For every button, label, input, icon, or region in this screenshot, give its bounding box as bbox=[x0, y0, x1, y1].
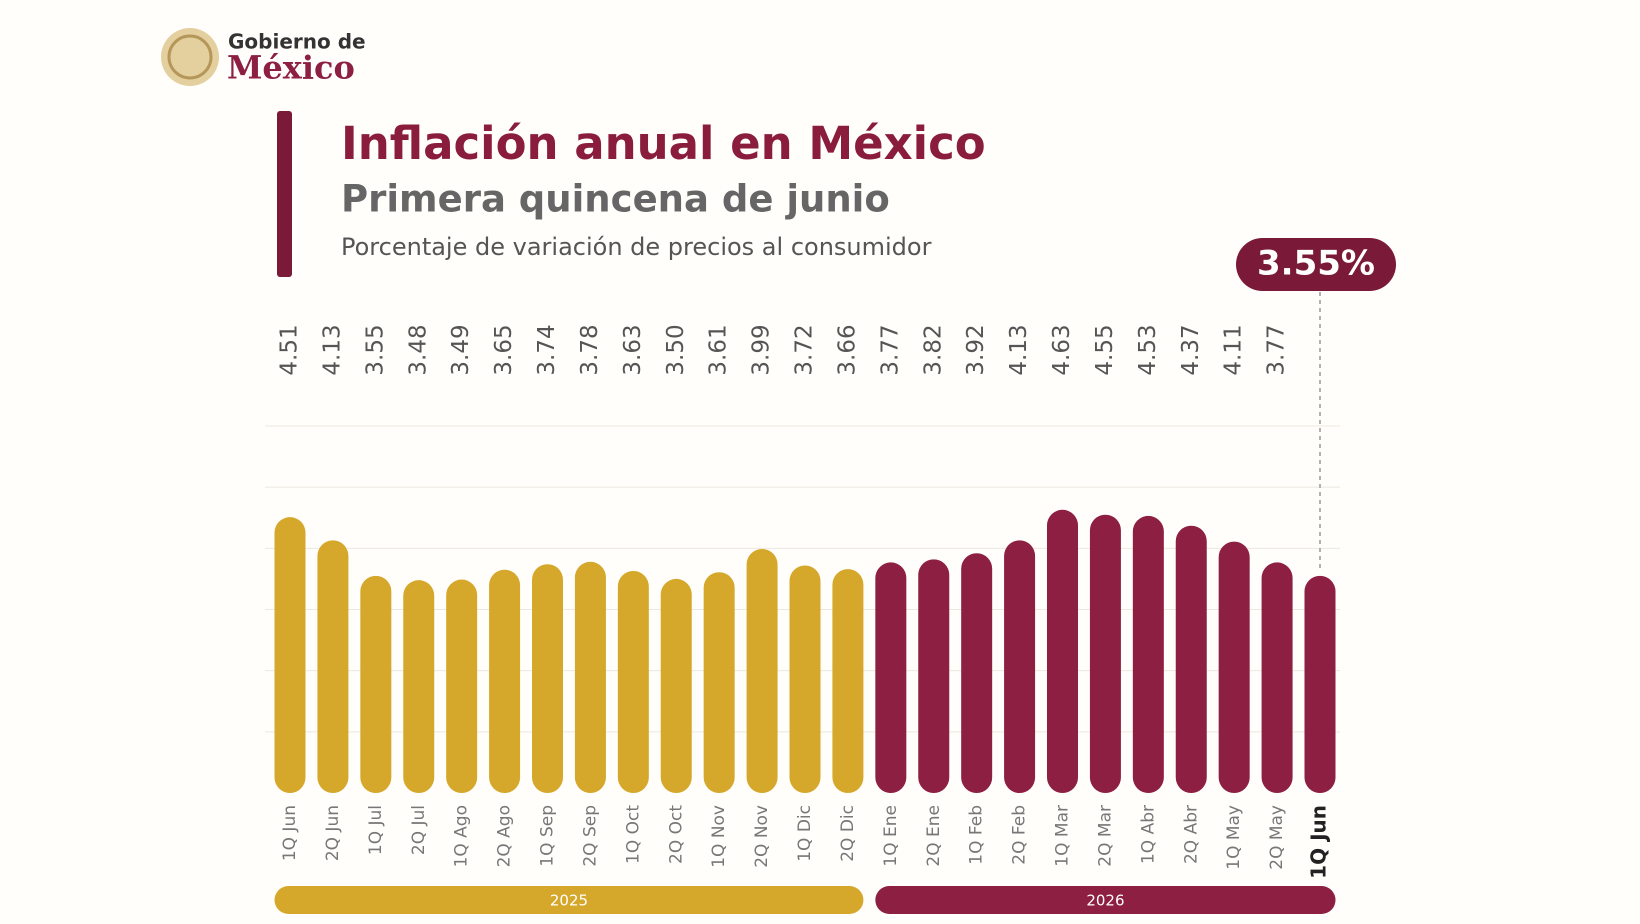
x-tick-label: 2Q Jun bbox=[323, 805, 343, 861]
value-label: 3.63 bbox=[620, 324, 646, 375]
bar bbox=[403, 580, 435, 793]
value-label: 4.11 bbox=[1221, 324, 1247, 375]
plot: 1Q Jun 2Q Jun 1Q Jul 2Q Jul 1Q Ago 2Q Ago 1Q S… bbox=[265, 238, 1396, 914]
bar bbox=[317, 540, 349, 793]
x-tick-label: 1Q Abr bbox=[1138, 805, 1158, 864]
x-tick-label: 1Q May bbox=[1224, 805, 1244, 870]
bar bbox=[1047, 509, 1078, 793]
value-label: 3.65 bbox=[491, 324, 517, 375]
x-tick-label: 1Q Dic bbox=[795, 805, 815, 862]
bar bbox=[703, 572, 735, 793]
bar bbox=[617, 570, 649, 793]
bar bbox=[360, 575, 392, 793]
x-tick-label: 1Q Ene bbox=[881, 805, 901, 867]
x-tick-label: 1Q Feb bbox=[967, 805, 987, 865]
x-tick-label: 1Q Oct bbox=[623, 805, 643, 864]
value-label: 3.49 bbox=[448, 324, 474, 375]
value-label: 3.77 bbox=[1264, 324, 1290, 375]
x-tick-label: 2Q Jul bbox=[409, 805, 429, 855]
value-label: 3.82 bbox=[920, 324, 946, 375]
logo-emblem-ring bbox=[167, 34, 213, 80]
x-tick-label: 1Q Sep bbox=[538, 805, 558, 867]
bar bbox=[961, 553, 993, 793]
value-label: 3.66 bbox=[834, 324, 860, 375]
title-accent bbox=[277, 111, 292, 277]
bar bbox=[1175, 525, 1207, 793]
x-tick-label: 2Q May bbox=[1267, 805, 1287, 870]
value-label: 3.48 bbox=[405, 324, 431, 375]
value-label: 3.55 bbox=[362, 324, 388, 375]
callout-pill bbox=[1236, 238, 1396, 291]
bar bbox=[446, 579, 478, 793]
value-label: 3.50 bbox=[663, 324, 689, 375]
period-band bbox=[875, 886, 1336, 914]
value-label: 3.99 bbox=[749, 324, 775, 375]
bar bbox=[1132, 515, 1164, 793]
x-tick-label: 1Q Nov bbox=[709, 805, 729, 868]
value-label: 3.92 bbox=[963, 324, 989, 375]
x-tick-label: 2Q Sep bbox=[580, 805, 600, 867]
logo-line2: México bbox=[227, 49, 355, 87]
value-label: 3.72 bbox=[792, 324, 818, 375]
bar bbox=[918, 559, 950, 793]
value-label: 4.37 bbox=[1178, 324, 1204, 375]
bar bbox=[1261, 562, 1293, 793]
x-tick-label: 2Q Mar bbox=[1095, 805, 1115, 867]
x-tick-label: 2Q Nov bbox=[752, 805, 772, 868]
value-label: 4.51 bbox=[277, 324, 303, 375]
bar bbox=[532, 564, 563, 793]
chart-subtitle: Primera quincena de junio bbox=[341, 178, 890, 221]
bar bbox=[1089, 514, 1121, 793]
value-label: 4.63 bbox=[1049, 324, 1075, 375]
bar bbox=[1004, 540, 1036, 793]
bar bbox=[832, 569, 864, 793]
value-label: 3.78 bbox=[577, 324, 603, 375]
chart-title: Inflación anual en México bbox=[341, 117, 986, 170]
logo: Gobierno de México bbox=[161, 28, 366, 87]
legend-label: 2026 bbox=[1086, 892, 1124, 910]
x-tick-label: 2Q Dic bbox=[838, 805, 858, 862]
bar bbox=[1304, 575, 1336, 793]
bar bbox=[489, 569, 521, 793]
logo-line1: Gobierno de bbox=[228, 30, 366, 54]
value-label: 3.74 bbox=[534, 324, 560, 375]
value-label: 4.13 bbox=[319, 324, 345, 375]
x-tick-label: 1Q Jun bbox=[280, 805, 300, 861]
period-band bbox=[274, 886, 864, 914]
bar bbox=[660, 578, 692, 793]
value-label: 3.77 bbox=[877, 324, 903, 375]
x-tick-label: 2Q Abr bbox=[1181, 805, 1201, 864]
x-tick-label: 2Q Oct bbox=[666, 805, 686, 864]
value-label: 4.53 bbox=[1135, 324, 1161, 375]
chart-description: Porcentaje de variación de precios al co… bbox=[341, 233, 932, 261]
bar bbox=[746, 548, 778, 793]
x-tick-label: 1Q Jul bbox=[366, 805, 386, 855]
bar bbox=[274, 517, 306, 793]
x-tick-label: 2Q Ene bbox=[924, 805, 944, 867]
bar bbox=[789, 565, 821, 793]
x-tick-label: 1Q Ago bbox=[452, 805, 472, 867]
x-tick-label: 1Q Jun bbox=[1307, 805, 1331, 879]
x-tick-label: 2Q Feb bbox=[1010, 805, 1030, 865]
x-tick-label: 2Q Ago bbox=[495, 805, 515, 867]
value-label: 4.55 bbox=[1092, 324, 1118, 375]
value-label: 4.13 bbox=[1006, 324, 1032, 375]
bar bbox=[1218, 541, 1250, 793]
bar bbox=[574, 561, 606, 793]
bar bbox=[875, 562, 907, 793]
callout-label: 3.55% bbox=[1257, 244, 1375, 284]
x-tick-label: 1Q Mar bbox=[1053, 805, 1073, 867]
legend-label: 2025 bbox=[550, 892, 588, 910]
value-label: 3.61 bbox=[706, 324, 732, 375]
